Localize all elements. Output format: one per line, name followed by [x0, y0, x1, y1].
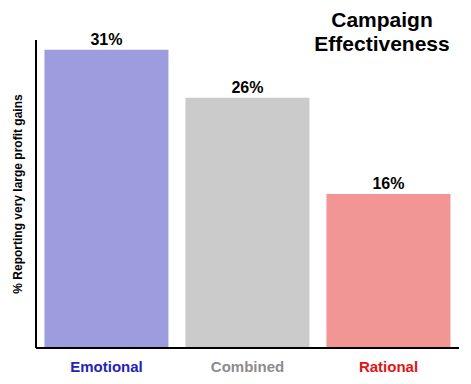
svg-text:Rational: Rational: [359, 358, 418, 375]
svg-text:Emotional: Emotional: [70, 358, 143, 375]
svg-text:16%: 16%: [372, 175, 404, 192]
html-text:Effectiveness: Effectiveness: [314, 32, 450, 55]
html-text:Campaign: Campaign: [331, 8, 433, 31]
svg-text:26%: 26%: [231, 79, 263, 96]
svg-text:% Reporting very large profit: % Reporting very large profit gains: [11, 94, 25, 294]
svg-text:Combined: Combined: [211, 358, 284, 375]
svg-text:31%: 31%: [90, 31, 122, 48]
